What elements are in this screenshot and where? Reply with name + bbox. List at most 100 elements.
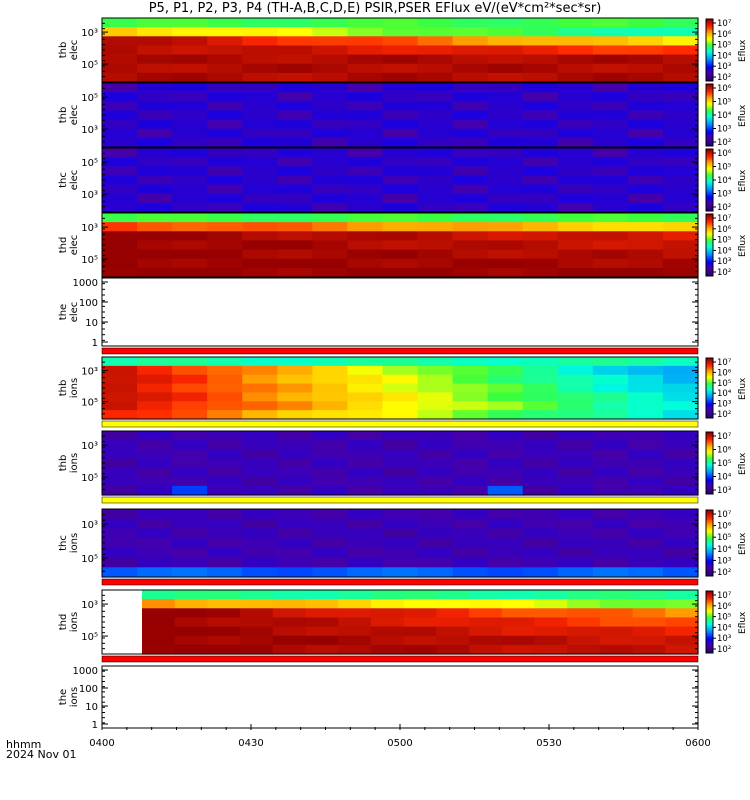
heatmap-cell	[172, 148, 208, 158]
heatmap-cell	[417, 119, 454, 130]
colorbar-segment	[706, 534, 713, 537]
heatmap-cell	[592, 410, 629, 420]
heatmap-cell	[172, 528, 208, 539]
heatmap-cell	[207, 110, 243, 121]
colorbar-segment	[706, 215, 713, 218]
heatmap-cell	[137, 485, 173, 496]
panel-thc-elec	[101, 147, 716, 213]
heatmap-cell	[417, 485, 454, 496]
heatmap-cell	[240, 644, 274, 655]
heatmap-cell	[102, 231, 138, 242]
heatmap-cell	[102, 92, 138, 102]
heatmap-cell	[522, 137, 559, 148]
heatmap-cell	[102, 184, 138, 195]
heatmap-cell	[347, 357, 384, 367]
heatmap-cell	[452, 538, 489, 549]
heatmap-cell	[347, 101, 384, 112]
heatmap-cell	[592, 128, 629, 139]
colorbar-tick-label: 10²	[717, 645, 731, 655]
heatmap-cell	[382, 157, 419, 167]
heatmap-cell	[487, 258, 524, 269]
heatmap-cell	[662, 110, 699, 121]
heatmap-cell	[632, 590, 666, 600]
heatmap-cell	[627, 440, 664, 450]
heatmap-cell	[207, 440, 243, 450]
panel-the-elec	[101, 277, 699, 347]
colorbar-segment	[706, 569, 713, 572]
heatmap-cell	[557, 249, 594, 260]
colorbar-segment	[706, 413, 713, 416]
heatmap-cell	[312, 476, 349, 487]
heatmap-cell	[207, 101, 243, 112]
heatmap-cell	[627, 119, 664, 130]
heatmap-cell	[487, 249, 524, 260]
colorbar-segment	[706, 121, 713, 124]
colorbar-segment	[706, 34, 713, 37]
heatmap-cell	[627, 148, 664, 158]
heatmap-cell	[347, 92, 384, 102]
heatmap-cell	[592, 467, 629, 478]
colorbar-segment	[706, 385, 713, 387]
heatmap-cell	[312, 431, 349, 441]
heatmap-cell	[142, 644, 176, 655]
heatmap-cell	[557, 365, 594, 376]
colorbar-segment	[706, 118, 713, 121]
colorbar-segment	[706, 23, 713, 26]
heatmap-cell	[557, 54, 594, 65]
heatmap-cell	[557, 518, 594, 530]
colorbar-segment	[706, 373, 713, 375]
heatmap-cell	[137, 202, 173, 213]
heatmap-cell	[592, 63, 629, 74]
heatmap-cell	[102, 54, 138, 65]
colorbar-tick-label: 10⁴	[717, 246, 732, 256]
heatmap-cell	[207, 54, 243, 65]
colorbar-tick-label: 10⁶	[717, 446, 732, 456]
heatmap-cell	[487, 518, 524, 530]
colorbar-segment	[706, 268, 713, 271]
heatmap-cell	[242, 83, 278, 93]
heatmap-cell	[557, 267, 594, 278]
heatmap-cell	[452, 267, 489, 278]
x-tick-label: 0430	[238, 738, 263, 749]
colorbar-segment	[706, 436, 713, 439]
heatmap-cell	[137, 547, 173, 559]
heatmap-cell	[382, 401, 419, 411]
colorbar-segment	[706, 46, 713, 49]
heatmap-cell	[417, 110, 454, 121]
heatmap-cell	[382, 509, 419, 520]
heatmap-cell	[137, 54, 173, 65]
heatmap-cell	[102, 528, 138, 539]
colorbar-tick-label: 10²	[717, 203, 731, 213]
heatmap-cell	[137, 166, 173, 177]
colorbar-tick-label: 10³	[717, 62, 731, 72]
heatmap-cell	[662, 392, 699, 402]
heatmap-cell	[452, 101, 489, 112]
colorbar-segment	[706, 60, 713, 63]
colorbar-segment	[706, 361, 713, 363]
heatmap-cell	[142, 626, 176, 637]
heatmap-cell	[172, 157, 208, 167]
heatmap-cell	[662, 231, 699, 242]
heatmap-cell	[382, 249, 419, 260]
heatmap-cell	[557, 509, 594, 520]
heatmap-cell	[382, 538, 419, 549]
heatmap-cell	[137, 249, 173, 260]
heatmap-cell	[137, 538, 173, 549]
heatmap-cell	[312, 137, 349, 148]
colorbar-label: Eflux	[738, 234, 748, 257]
heatmap-cell	[172, 449, 208, 460]
heatmap-cell	[312, 36, 349, 47]
heatmap-cell	[382, 365, 419, 376]
heatmap-cell	[417, 184, 454, 195]
heatmap-cell	[347, 518, 384, 530]
panel-label-species: elec	[69, 105, 80, 126]
heatmap-cell	[242, 157, 278, 167]
heatmap-cell	[662, 557, 699, 568]
heatmap-cell	[272, 626, 307, 637]
heatmap-cell	[417, 440, 454, 450]
heatmap-cell	[522, 175, 559, 186]
heatmap-cell	[172, 249, 208, 260]
heatmap-cell	[627, 557, 664, 568]
heatmap-cell	[277, 485, 313, 496]
colorbar-label: Eflux	[738, 104, 748, 127]
